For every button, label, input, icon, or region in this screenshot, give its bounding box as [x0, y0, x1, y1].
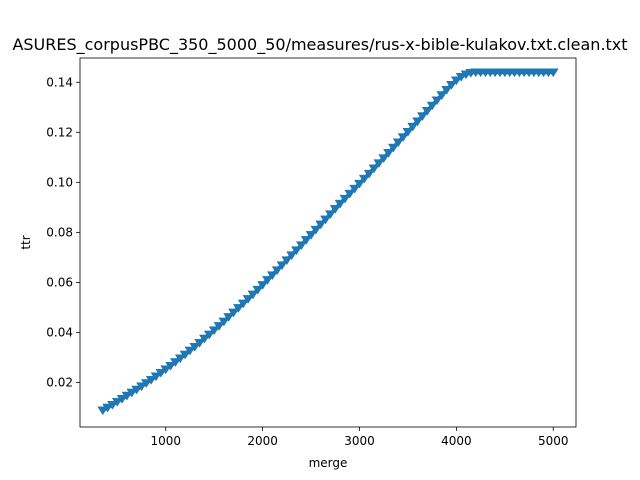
data-point-marker: [446, 81, 457, 90]
data-point-marker: [174, 354, 186, 364]
data-point-marker: [358, 174, 370, 184]
data-point-marker: [102, 403, 114, 413]
data-point-marker: [320, 215, 332, 225]
data-point-marker: [305, 231, 317, 240]
data-point-marker: [145, 375, 157, 385]
data-point-marker: [547, 68, 559, 78]
data-point-marker: [218, 317, 230, 327]
x-tick-label: 2000: [247, 434, 278, 448]
data-point-marker: [291, 246, 302, 256]
data-point-marker: [199, 334, 210, 344]
data-point-marker: [184, 346, 196, 356]
data-point-marker: [339, 194, 351, 204]
data-point-marker: [237, 299, 249, 309]
data-point-marker: [136, 382, 147, 392]
data-point-marker: [387, 143, 399, 153]
data-point-marker: [421, 107, 433, 116]
data-point-marker: [368, 164, 380, 174]
data-point-marker: [111, 397, 123, 407]
data-point-marker: [203, 330, 215, 340]
data-point-marker: [373, 159, 385, 169]
data-point-marker: [247, 290, 259, 300]
y-tick-label: 0.08: [46, 225, 73, 239]
data-point-marker: [160, 365, 172, 375]
data-point-marker: [169, 358, 181, 367]
x-tick-label: 5000: [538, 434, 569, 448]
y-tick-label: 0.02: [46, 375, 73, 389]
data-point-marker: [266, 271, 278, 281]
data-point-marker: [344, 189, 356, 199]
data-point-marker: [426, 101, 438, 111]
data-point-marker: [354, 179, 365, 189]
data-point-marker: [329, 205, 341, 214]
data-point-marker: [281, 256, 293, 266]
data-point-marker: [286, 251, 298, 261]
data-point-marker: [334, 199, 346, 209]
data-point-marker: [271, 266, 283, 276]
data-point-marker: [131, 385, 143, 395]
y-tick-label: 0.12: [46, 125, 73, 139]
data-point-marker: [431, 96, 443, 106]
data-point-marker: [97, 406, 109, 416]
data-point-marker: [194, 338, 206, 348]
data-point-marker: [397, 133, 409, 143]
data-point-marker: [349, 184, 361, 194]
data-point-marker: [140, 379, 152, 388]
y-tick-label: 0.04: [46, 325, 73, 339]
data-point-marker: [315, 220, 327, 230]
data-point-marker: [436, 91, 448, 101]
data-point-marker: [242, 295, 254, 304]
y-axis-label: ttr: [19, 235, 33, 249]
y-tick-label: 0.10: [46, 175, 73, 189]
data-point-marker: [276, 261, 288, 271]
data-point-marker: [412, 117, 424, 127]
data-point-marker: [223, 313, 235, 322]
data-point-marker: [295, 241, 307, 251]
data-point-marker: [383, 149, 395, 158]
data-point-marker: [116, 394, 128, 404]
x-tick-label: 1000: [150, 434, 181, 448]
data-point-marker: [300, 236, 312, 245]
y-tick-label: 0.06: [46, 275, 73, 289]
data-point-marker: [252, 285, 264, 295]
data-point-marker: [310, 225, 322, 235]
plot-frame: [79, 57, 577, 428]
data-point-marker: [324, 210, 336, 220]
data-point-marker: [416, 112, 428, 122]
data-point-marker: [189, 342, 201, 352]
x-tick-label: 3000: [344, 434, 375, 448]
data-point-marker: [261, 276, 273, 285]
data-point-marker: [402, 128, 414, 137]
data-point-marker: [165, 361, 177, 371]
data-point-marker: [150, 372, 162, 382]
data-point-marker: [179, 350, 191, 360]
plot-layer: [97, 68, 559, 416]
data-point-marker: [213, 322, 225, 331]
x-tick-label: 4000: [441, 434, 472, 448]
data-point-marker: [228, 308, 240, 318]
data-point-marker: [121, 391, 133, 401]
data-point-marker: [441, 86, 453, 95]
data-point-marker: [378, 154, 390, 164]
ticks-layer: 1000 2000 3000 4000 5000 0.02 0.04 0.06 0.08 0.10…: [46, 75, 568, 448]
data-point-marker: [407, 122, 419, 132]
data-point-marker: [208, 326, 220, 336]
data-point-marker: [392, 138, 404, 148]
chart-title: ASURES_corpusPBC_350_5000_50/measures/ru…: [12, 35, 627, 55]
data-point-marker: [106, 400, 118, 410]
y-tick-label: 0.14: [46, 75, 73, 89]
data-point-marker: [155, 368, 167, 378]
data-point-marker: [126, 388, 138, 398]
x-axis-label: merge: [309, 456, 348, 470]
data-point-marker: [450, 76, 462, 86]
data-point-marker: [232, 304, 244, 313]
data-point-marker: [257, 281, 269, 290]
data-point-marker: [363, 169, 375, 179]
